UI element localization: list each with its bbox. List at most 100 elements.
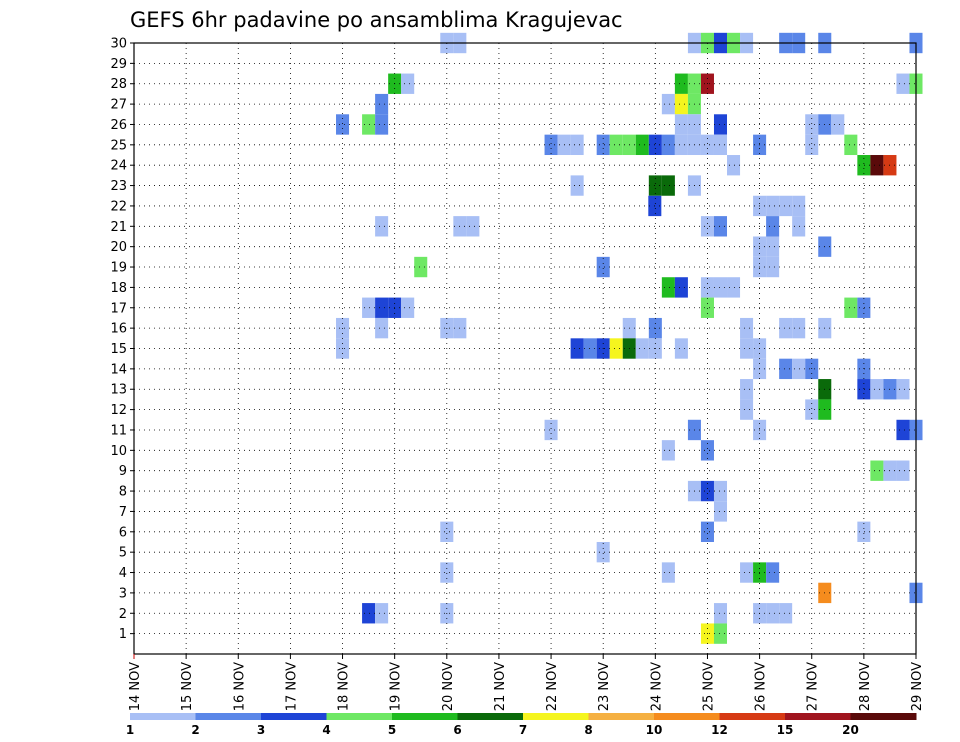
heat-cell [674, 277, 688, 298]
x-tick-label: 29 NOV [910, 662, 925, 711]
y-tick-label: 4 [119, 566, 127, 581]
y-tick-label: 1 [119, 627, 127, 642]
y-tick-label: 25 [110, 138, 127, 153]
heat-cell [844, 134, 858, 156]
heat-cell [375, 297, 389, 318]
legend-label: 4 [322, 723, 330, 737]
heat-cell [727, 155, 741, 176]
heat-cell [362, 603, 376, 624]
heat-cell [570, 338, 584, 359]
heat-cell [870, 155, 884, 176]
legend-swatch [326, 713, 393, 720]
heat-cell [779, 317, 793, 339]
heat-cell [661, 134, 675, 156]
y-tick-label: 26 [110, 118, 127, 133]
legend-label: 2 [191, 723, 199, 737]
heat-cell [596, 541, 610, 563]
heat-cell [740, 399, 754, 420]
y-tick-label: 21 [110, 220, 127, 235]
legend-swatch [654, 713, 720, 720]
heat-cell [896, 379, 910, 400]
heat-cell [661, 93, 675, 115]
y-tick-label: 24 [110, 159, 127, 174]
heat-cell [896, 73, 910, 94]
y-tick-label: 19 [110, 261, 127, 276]
heat-cell [740, 317, 754, 339]
legend-swatch [261, 713, 327, 720]
heat-cell [805, 134, 819, 156]
heat-cell [401, 297, 415, 318]
x-tick-label: 14 NOV [128, 662, 143, 711]
y-tick-label: 18 [110, 281, 127, 296]
heat-cell [414, 256, 428, 278]
y-tick-label: 12 [110, 403, 127, 418]
x-tick-label: 28 NOV [858, 662, 873, 711]
heat-cell [740, 379, 754, 400]
legend-label: 5 [388, 723, 396, 737]
heat-cell [375, 216, 389, 237]
y-tick-label: 27 [110, 98, 127, 113]
grid-layer [133, 42, 917, 654]
legend-swatch [588, 713, 655, 720]
heat-cell [700, 277, 714, 298]
legend-label: 8 [584, 723, 592, 737]
heat-cell [375, 317, 389, 339]
heat-cell [766, 236, 780, 257]
x-tick-label: 25 NOV [702, 662, 717, 711]
y-axis: 1234567891011121314151617181920212223242… [110, 37, 134, 642]
heat-cell [766, 603, 780, 624]
legend-swatch [457, 713, 524, 720]
heat-cell [375, 114, 389, 135]
heat-cell [740, 562, 754, 583]
x-tick-label: 22 NOV [545, 662, 560, 711]
heat-cell [805, 114, 819, 135]
heat-cell [857, 379, 871, 400]
heat-cell [805, 399, 819, 420]
y-tick-label: 13 [110, 383, 127, 398]
heat-cell [609, 134, 623, 156]
heat-cell [831, 114, 845, 135]
legend-label: 6 [453, 723, 461, 737]
heat-cell [713, 623, 728, 644]
y-tick-label: 30 [110, 37, 127, 52]
heat-cell [713, 114, 728, 135]
heat-cell [570, 175, 584, 196]
y-tick-label: 6 [119, 525, 127, 540]
legend-swatch [719, 713, 786, 720]
legend-label: 7 [519, 723, 527, 737]
heat-cell [661, 175, 675, 196]
x-tick-label: 16 NOV [232, 662, 247, 711]
heat-cell [570, 134, 584, 156]
heat-cell [544, 134, 558, 156]
x-tick-label: 19 NOV [389, 662, 404, 711]
heat-cell [713, 501, 728, 522]
y-tick-label: 2 [119, 607, 127, 622]
heat-cell [596, 134, 610, 156]
heat-cell [700, 216, 714, 237]
heat-cell [870, 379, 884, 400]
heat-cell [401, 73, 415, 94]
legend: 1 2 3 4 5 6 7 8 10 12 15 20 [126, 713, 917, 737]
heat-cell [700, 134, 714, 156]
heat-cell [674, 338, 688, 359]
x-axis: 14 NOV 15 NOV 16 NOV 17 NOV 18 NOV 19 NOV 20 N… [128, 654, 925, 711]
heat-cell [336, 114, 350, 135]
legend-label: 12 [711, 723, 728, 737]
heat-cell [766, 256, 780, 278]
heat-cell [896, 419, 910, 441]
heat-cell [779, 358, 793, 380]
heat-cell [713, 480, 728, 502]
y-tick-label: 5 [119, 546, 127, 561]
heat-cell [583, 338, 597, 359]
y-tick-label: 17 [110, 301, 127, 316]
heat-cell [766, 562, 780, 583]
heat-cell [362, 297, 376, 318]
heat-cell [766, 195, 780, 217]
heat-cell [440, 521, 454, 542]
chart-title: GEFS 6hr padavine po ansamblima Kragujev… [130, 8, 623, 32]
heat-cell [700, 440, 714, 461]
x-tick-label: 24 NOV [649, 662, 664, 711]
x-tick-label: 18 NOV [337, 662, 352, 711]
y-tick-label: 22 [110, 199, 127, 214]
heat-cell [792, 358, 806, 380]
